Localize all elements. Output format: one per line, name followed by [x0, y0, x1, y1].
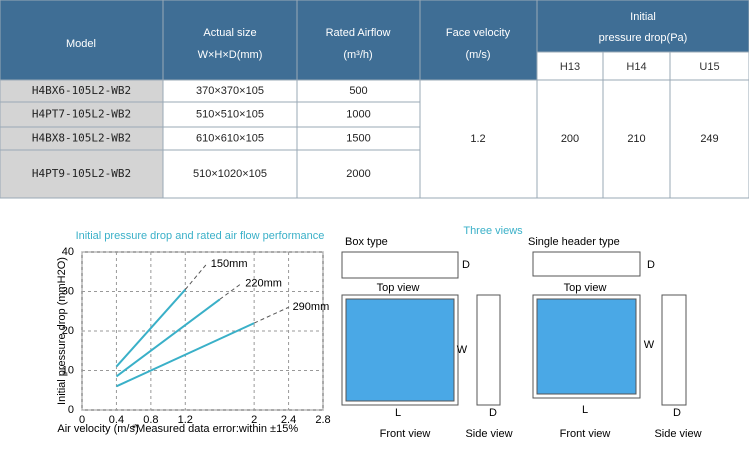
- table-text: 370×370×105: [196, 85, 264, 97]
- view-text: L: [395, 407, 401, 419]
- header-text: Rated Airflow: [326, 27, 391, 39]
- header-text: pressure drop(Pa): [599, 32, 688, 44]
- y-tick-label: 30: [62, 285, 74, 297]
- header-text: (m/s): [465, 49, 490, 61]
- table-cell: [296, 0, 421, 81]
- table-cell: [296, 149, 421, 199]
- view-text: D: [462, 259, 470, 271]
- table-cell: [602, 79, 671, 199]
- line-series: [184, 263, 208, 290]
- y-axis-label: Initial pressure drop (mmH2O): [56, 257, 68, 405]
- table-cell: [0, 0, 164, 81]
- table-cell: [162, 149, 298, 199]
- table-text: 510×510×105: [196, 108, 264, 120]
- x-tick-label: 1.2: [178, 414, 193, 426]
- header-text: U15: [699, 61, 719, 73]
- table-text: H4BX6-105L2-WB2: [32, 84, 131, 97]
- table-text: 500: [349, 85, 367, 97]
- header-text: Actual size: [203, 27, 256, 39]
- table-text: 1500: [346, 132, 370, 144]
- table-cell: [419, 79, 538, 199]
- view-label: Box type: [345, 236, 388, 248]
- view-text: Front view: [380, 428, 431, 440]
- view-text: W: [457, 344, 468, 356]
- table-text: H4PT7-105L2-WB2: [32, 108, 131, 121]
- series-label: 290mm: [293, 301, 330, 313]
- x-tick-label: 2: [251, 414, 257, 426]
- header-text: H14: [626, 61, 646, 73]
- view-text: Top view: [377, 282, 420, 294]
- series-label: 150mm: [211, 258, 248, 270]
- table-text: 200: [561, 133, 579, 145]
- header-text: (m³/h): [343, 49, 372, 61]
- view-text: Side view: [654, 428, 701, 440]
- view-shape: [341, 251, 459, 279]
- view-shape: [476, 294, 501, 406]
- y-tick-label: 20: [62, 325, 74, 337]
- table-cell: [536, 79, 604, 199]
- line-series: [116, 322, 255, 388]
- view-shape: [536, 298, 637, 395]
- view-text: Side view: [465, 428, 512, 440]
- table-text: 210: [627, 133, 645, 145]
- table-text: 249: [700, 133, 718, 145]
- table-cell: [419, 0, 538, 81]
- header-text: H13: [560, 61, 580, 73]
- view-shape: [532, 251, 641, 277]
- x-tick-label: 2.8: [315, 414, 330, 426]
- views-title: Three views: [463, 225, 523, 237]
- x-tick-label: 2.4: [281, 414, 296, 426]
- y-tick-label: 10: [62, 364, 74, 376]
- view-text: D: [489, 407, 497, 419]
- header-text: W×H×D(mm): [198, 49, 263, 61]
- line-series: [115, 288, 187, 368]
- view-text: L: [582, 404, 588, 416]
- header-text: Face velocity: [446, 27, 511, 39]
- table-cell: [669, 51, 749, 81]
- view-text: Top view: [564, 282, 607, 294]
- view-shape: [661, 294, 687, 406]
- table-text: 1.2: [470, 133, 485, 145]
- y-tick-label: 0: [68, 404, 74, 416]
- line-series: [115, 298, 221, 378]
- table-text: 2000: [346, 168, 370, 180]
- view-text: D: [673, 407, 681, 419]
- table-text: H4PT9-105L2-WB2: [32, 167, 131, 180]
- table-cell: [669, 79, 749, 199]
- chart-note: *Measured data error:within ±15%: [132, 423, 298, 435]
- table-cell: [162, 0, 298, 81]
- x-tick-label: 0: [79, 414, 85, 426]
- view-text: W: [644, 339, 655, 351]
- view-label: Single header type: [528, 236, 620, 248]
- x-tick-label: 0.8: [143, 414, 158, 426]
- line-series: [253, 306, 289, 324]
- table-text: 610×610×105: [196, 132, 264, 144]
- table-text: 1000: [346, 108, 370, 120]
- view-text: Front view: [560, 428, 611, 440]
- table-cell: [536, 0, 749, 53]
- header-text: Model: [66, 38, 96, 50]
- view-text: D: [647, 259, 655, 271]
- series-label: 220mm: [245, 278, 282, 290]
- table-cell: [536, 51, 604, 81]
- table-cell: [602, 51, 671, 81]
- chart-title: Initial pressure drop and rated air flow…: [76, 230, 325, 242]
- view-shape: [345, 298, 455, 402]
- header-text: Initial: [630, 11, 656, 23]
- x-tick-label: 0.4: [109, 414, 124, 426]
- y-tick-label: 40: [62, 246, 74, 258]
- table-text: 510×1020×105: [193, 168, 267, 180]
- table-text: H4BX8-105L2-WB2: [32, 132, 131, 145]
- line-series: [219, 283, 242, 300]
- table-cell: [296, 101, 421, 128]
- x-axis-label: Air velocity (m/s): [57, 423, 138, 435]
